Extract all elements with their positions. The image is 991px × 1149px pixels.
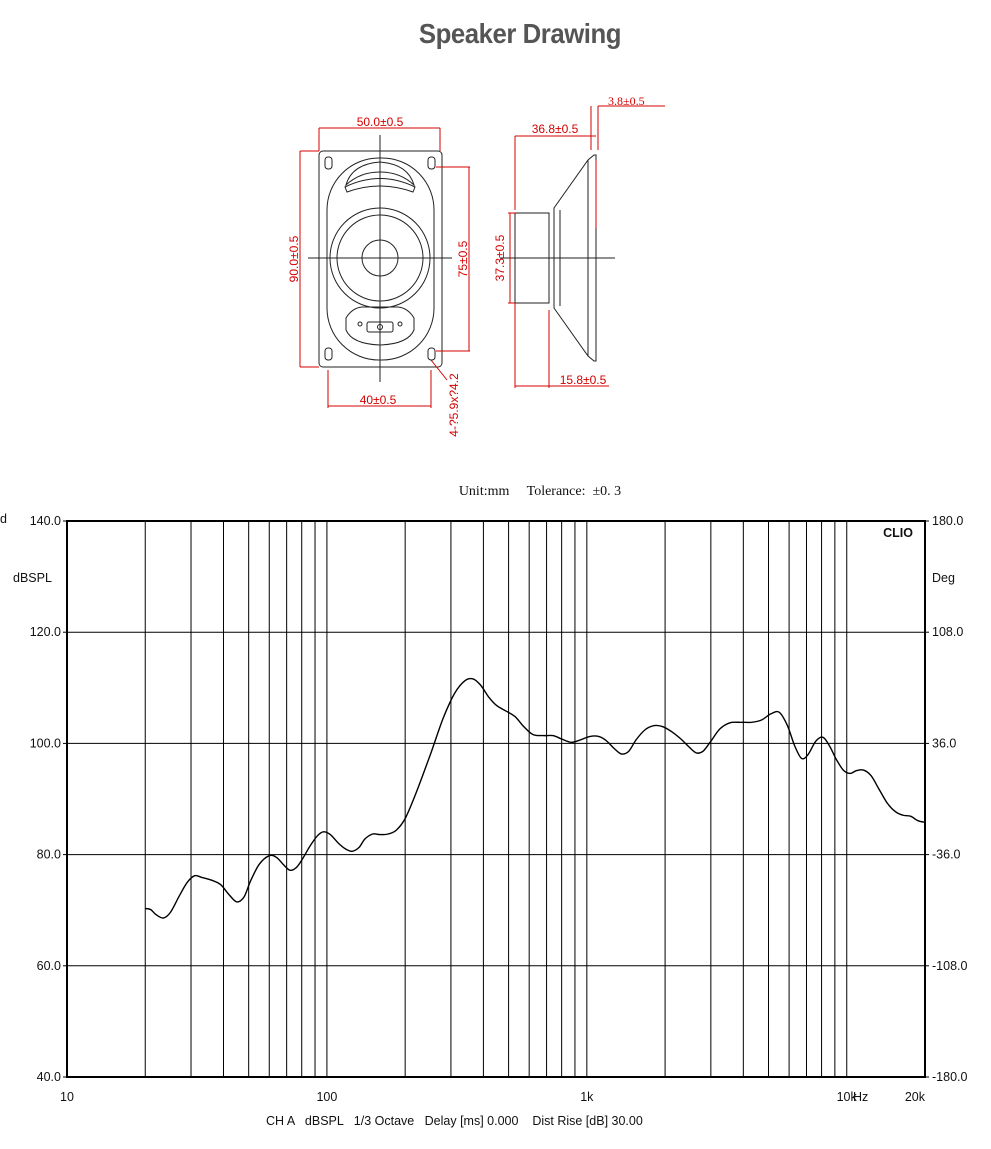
x-tick-label: 20k xyxy=(905,1090,926,1104)
response-curve xyxy=(145,677,926,919)
y-tick-label: 60.0 xyxy=(37,959,61,973)
y2-tick-label: -36.0 xyxy=(932,848,961,862)
right-axis-unit: Deg xyxy=(932,571,955,585)
dim-height-right: 75±0.5 xyxy=(456,240,470,277)
y-tick-label: 80.0 xyxy=(37,848,61,862)
dim-height-left: 90.0±0.5 xyxy=(287,235,301,282)
dim-holes: 4-?5.9x?4.2 xyxy=(447,373,461,437)
mount-hole xyxy=(324,347,333,361)
dim-width-bottom: 40±0.5 xyxy=(360,393,397,407)
x-axis-unit: Hz xyxy=(853,1090,868,1104)
mount-hole xyxy=(427,347,436,361)
brand-label: CLIO xyxy=(883,526,913,540)
y2-tick-label: -108.0 xyxy=(932,959,967,973)
x-axis-label: CH A dBSPL 1/3 Octave Delay [ms] 0.000 D… xyxy=(266,1114,643,1128)
dim-side-bottom: 15.8±0.5 xyxy=(560,373,607,387)
y2-tick-label: 36.0 xyxy=(932,736,956,750)
x-tick-label: 1k xyxy=(580,1090,594,1104)
terminal-area xyxy=(345,306,415,346)
tolerance-label: Tolerance: xyxy=(526,484,586,499)
y2-tick-label: 180.0 xyxy=(932,514,963,528)
dim-magnet-dia: 37.3±0.5 xyxy=(493,234,507,281)
units-tolerance-line: Unit:mm Tolerance: ±0. 3 xyxy=(0,484,991,500)
units-label: Unit:mm xyxy=(458,484,510,499)
frequency-response-chart: 140.0 180.0 120.0 108.0 100.0 36.0 80.0 -36.0 60… xyxy=(0,512,967,1128)
y-tick-label: 140.0 xyxy=(30,514,61,528)
y-tick-label: 40.0 xyxy=(37,1070,61,1084)
dim-side-depth: 36.8±0.5 xyxy=(532,122,579,136)
x-tick-label: 10 xyxy=(60,1090,74,1104)
mount-hole xyxy=(324,156,333,170)
x-tick-label: 10k xyxy=(837,1090,858,1104)
dim-width-top: 50.0±0.5 xyxy=(357,115,404,129)
dim-side-top: 3.8±0.5 xyxy=(608,94,645,108)
mount-hole xyxy=(427,156,436,170)
page-title: Speaker Drawing xyxy=(418,18,622,49)
side-cone xyxy=(553,154,597,362)
speaker-drawing: 50.0±0.5 90.0±0.5 75±0.5 40±0.5 4-?5.9x?… xyxy=(287,94,665,437)
x-tick-label: 100 xyxy=(316,1090,337,1104)
top-slot xyxy=(345,161,415,187)
plot-frame xyxy=(66,520,926,1078)
left-axis-unit: dBSPL xyxy=(13,571,52,585)
y2-tick-label: -180.0 xyxy=(932,1070,967,1084)
left-axis-stub: d xyxy=(0,512,7,526)
y-tick-label: 100.0 xyxy=(30,736,61,750)
y-tick-label: 120.0 xyxy=(30,625,61,639)
tolerance-value: ±0. 3 xyxy=(592,484,622,499)
y2-tick-label: 108.0 xyxy=(932,625,963,639)
